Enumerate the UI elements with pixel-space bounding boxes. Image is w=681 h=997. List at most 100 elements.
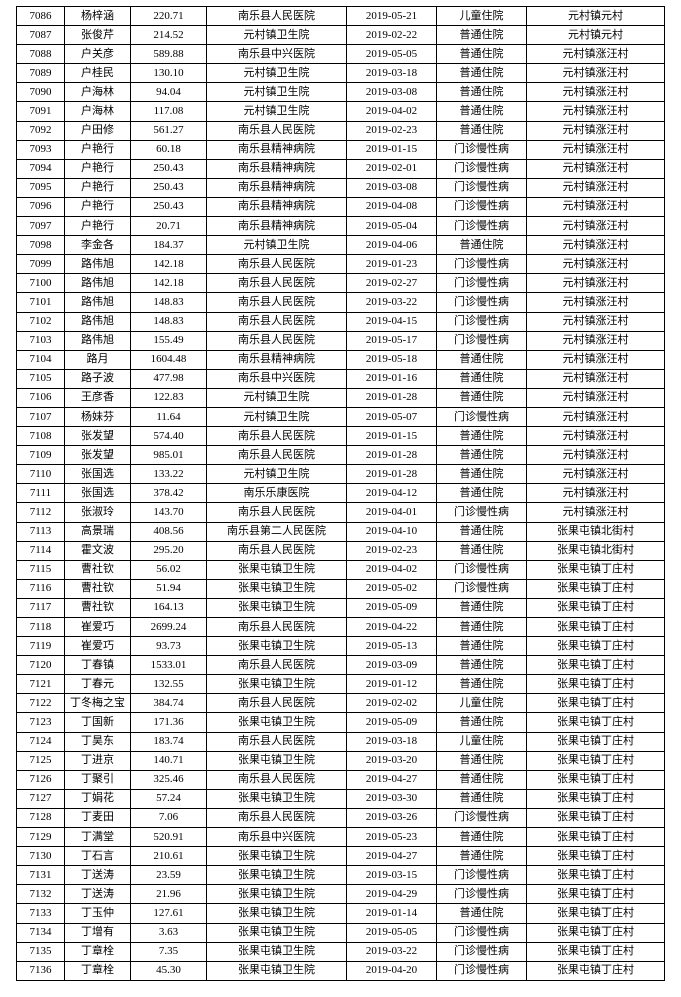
table-cell: 7122	[17, 694, 65, 713]
table-cell: 丁春元	[65, 675, 131, 694]
table-cell: 94.04	[131, 83, 207, 102]
table-cell: 7126	[17, 770, 65, 789]
table-cell: 普通住院	[437, 618, 527, 637]
table-row: 7122丁冬梅之宝384.74南乐县人民医院2019-02-02儿童住院张果屯镇…	[17, 694, 665, 713]
table-cell: 丁昊东	[65, 732, 131, 751]
table-row: 7109张发望985.01南乐县人民医院2019-01-28普通住院元村镇涨汪村	[17, 446, 665, 465]
table-cell: 张果屯镇卫生院	[207, 942, 347, 961]
table-cell: 7134	[17, 923, 65, 942]
table-cell: 元村镇涨汪村	[527, 83, 665, 102]
table-cell: 元村镇元村	[527, 7, 665, 26]
table-cell: 路伟旭	[65, 255, 131, 274]
table-row: 7090户海林94.04元村镇卫生院2019-03-08普通住院元村镇涨汪村	[17, 83, 665, 102]
table-cell: 384.74	[131, 694, 207, 713]
table-cell: 丁进京	[65, 751, 131, 770]
table-cell: 2019-04-08	[347, 197, 437, 216]
table-cell: 元村镇涨汪村	[527, 388, 665, 407]
table-cell: 丁娟花	[65, 789, 131, 808]
table-cell: 门诊慢性病	[437, 217, 527, 236]
table-cell: 南乐县中兴医院	[207, 828, 347, 847]
table-row: 7101路伟旭148.83南乐县人民医院2019-03-22门诊慢性病元村镇涨汪…	[17, 293, 665, 312]
table-row: 7105路子波477.98南乐县中兴医院2019-01-16普通住院元村镇涨汪村	[17, 369, 665, 388]
table-cell: 张果屯镇丁庄村	[527, 770, 665, 789]
table-row: 7097户艳行20.71南乐县精神病院2019-05-04门诊慢性病元村镇涨汪村	[17, 217, 665, 236]
table-cell: 210.61	[131, 847, 207, 866]
table-cell: 7104	[17, 350, 65, 369]
table-cell: 门诊慢性病	[437, 885, 527, 904]
table-cell: 57.24	[131, 789, 207, 808]
table-cell: 张果屯镇丁庄村	[527, 675, 665, 694]
table-row: 7099路伟旭142.18南乐县人民医院2019-01-23门诊慢性病元村镇涨汪…	[17, 255, 665, 274]
table-cell: 普通住院	[437, 369, 527, 388]
table-cell: 2019-02-27	[347, 274, 437, 293]
table-cell: 元村镇涨汪村	[527, 350, 665, 369]
table-cell: 2019-01-28	[347, 446, 437, 465]
table-cell: 张果屯镇卫生院	[207, 904, 347, 923]
table-cell: 张果屯镇卫生院	[207, 598, 347, 617]
table-cell: 2019-02-02	[347, 694, 437, 713]
table-cell: 张果屯镇丁庄村	[527, 789, 665, 808]
table-row: 7135丁章栓7.35张果屯镇卫生院2019-03-22门诊慢性病张果屯镇丁庄村	[17, 942, 665, 961]
table-cell: 2019-04-10	[347, 522, 437, 541]
table-cell: 7127	[17, 789, 65, 808]
table-cell: 南乐县第二人民医院	[207, 522, 347, 541]
table-cell: 2019-02-23	[347, 541, 437, 560]
table-cell: 元村镇涨汪村	[527, 293, 665, 312]
table-cell: 南乐县人民医院	[207, 503, 347, 522]
table-cell: 元村镇涨汪村	[527, 484, 665, 503]
table-cell: 7117	[17, 598, 65, 617]
table-cell: 2019-05-02	[347, 579, 437, 598]
table-cell: 7095	[17, 178, 65, 197]
table-cell: 2019-04-27	[347, 847, 437, 866]
table-cell: 142.18	[131, 274, 207, 293]
table-cell: 183.74	[131, 732, 207, 751]
table-cell: 2019-01-28	[347, 465, 437, 484]
table-cell: 元村镇卫生院	[207, 102, 347, 121]
table-cell: 普通住院	[437, 236, 527, 255]
table-cell: 普通住院	[437, 446, 527, 465]
table-cell: 丁聚引	[65, 770, 131, 789]
table-cell: 张果屯镇丁庄村	[527, 751, 665, 770]
table-cell: 南乐县人民医院	[207, 331, 347, 350]
table-row: 7112张淑玲143.70南乐县人民医院2019-04-01门诊慢性病元村镇涨汪…	[17, 503, 665, 522]
table-row: 7133丁玉仲127.61张果屯镇卫生院2019-01-14普通住院张果屯镇丁庄…	[17, 904, 665, 923]
table-cell: 250.43	[131, 159, 207, 178]
table-row: 7129丁满堂520.91南乐县中兴医院2019-05-23普通住院张果屯镇丁庄…	[17, 828, 665, 847]
table-cell: 南乐县人民医院	[207, 7, 347, 26]
table-cell: 7136	[17, 961, 65, 980]
table-cell: 南乐县人民医院	[207, 121, 347, 140]
table-cell: 元村镇涨汪村	[527, 159, 665, 178]
table-cell: 普通住院	[437, 847, 527, 866]
table-cell: 7091	[17, 102, 65, 121]
table-cell: 丁送涛	[65, 885, 131, 904]
table-cell: 56.02	[131, 560, 207, 579]
table-cell: 589.88	[131, 45, 207, 64]
table-cell: 2019-04-22	[347, 618, 437, 637]
table-cell: 普通住院	[437, 598, 527, 617]
table-cell: 7.06	[131, 808, 207, 827]
table-cell: 曹社钦	[65, 560, 131, 579]
table-cell: 2019-05-05	[347, 923, 437, 942]
table-cell: 7132	[17, 885, 65, 904]
table-cell: 元村镇卫生院	[207, 407, 347, 426]
table-cell: 张果屯镇丁庄村	[527, 808, 665, 827]
table-row: 7121丁春元132.55张果屯镇卫生院2019-01-12普通住院张果屯镇丁庄…	[17, 675, 665, 694]
table-cell: 张果屯镇丁庄村	[527, 713, 665, 732]
table-cell: 门诊慢性病	[437, 178, 527, 197]
table-cell: 2019-04-29	[347, 885, 437, 904]
table-cell: 132.55	[131, 675, 207, 694]
table-cell: 张果屯镇丁庄村	[527, 942, 665, 961]
table-cell: 张果屯镇北街村	[527, 541, 665, 560]
table-cell: 23.59	[131, 866, 207, 885]
table-cell: 7133	[17, 904, 65, 923]
table-row: 7111张国选378.42南乐乐康医院2019-04-12普通住院元村镇涨汪村	[17, 484, 665, 503]
table-cell: 元村镇涨汪村	[527, 178, 665, 197]
table-cell: 张果屯镇丁庄村	[527, 637, 665, 656]
table-cell: 南乐县人民医院	[207, 694, 347, 713]
table-cell: 李金各	[65, 236, 131, 255]
table-cell: 7090	[17, 83, 65, 102]
table-cell: 7087	[17, 26, 65, 45]
table-cell: 7105	[17, 369, 65, 388]
table-cell: 7101	[17, 293, 65, 312]
table-cell: 7135	[17, 942, 65, 961]
